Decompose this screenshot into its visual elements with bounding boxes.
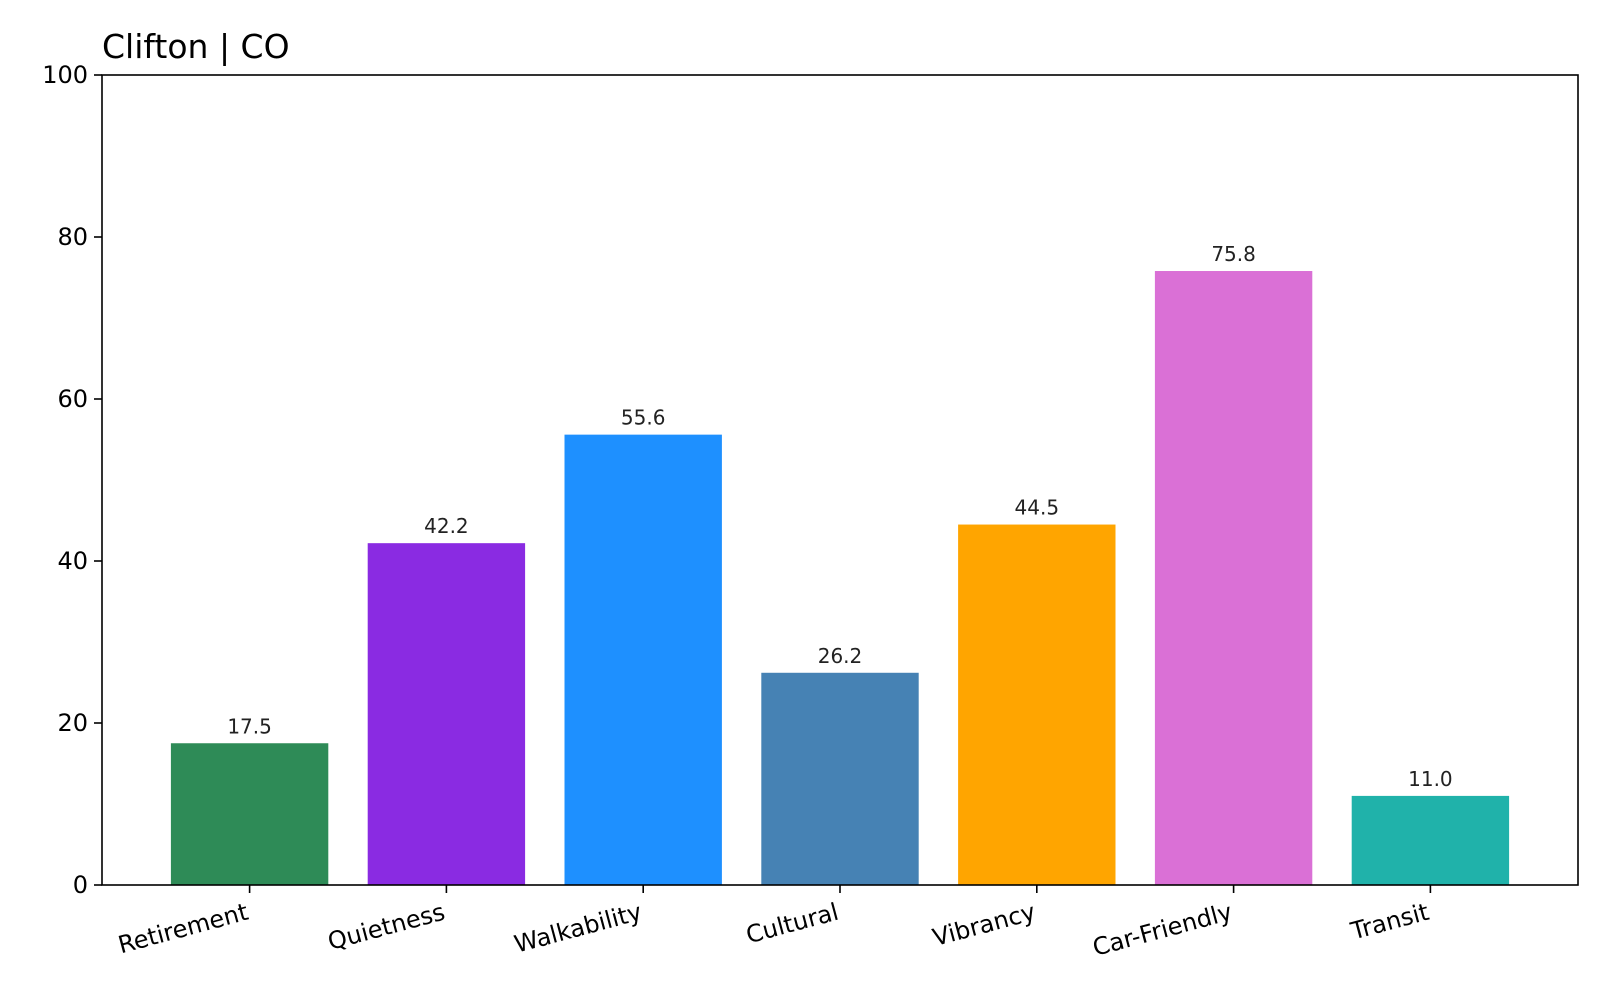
y-axis: 0 20 40 60 80 100	[42, 61, 102, 899]
bar-walkability	[564, 434, 722, 885]
bar-cultural	[761, 672, 919, 885]
y-tick-label: 20	[57, 709, 88, 737]
bar-value-label: 26.2	[818, 644, 863, 668]
bars: 17.5 42.2 55.6 26.2 44.5 75.8 11.0	[170, 242, 1510, 885]
x-tick-label: Cultural	[743, 898, 842, 950]
bar-retirement	[170, 743, 329, 885]
bar-value-label: 44.5	[1015, 496, 1060, 520]
y-tick-label: 60	[57, 385, 88, 413]
bar-transit	[1351, 795, 1510, 885]
x-axis: Retirement Quietness Walkability Cultural Vi…	[115, 885, 1432, 962]
chart-title: Clifton | CO	[102, 27, 290, 66]
x-tick-label: Quietness	[325, 898, 448, 956]
y-tick-label: 80	[57, 223, 88, 251]
x-tick-label: Vibrancy	[930, 898, 1039, 952]
y-tick-label: 0	[73, 871, 88, 899]
bar-vibrancy	[958, 524, 1116, 885]
x-tick-label: Transit	[1347, 898, 1432, 946]
plot-frame	[101, 74, 1579, 886]
bar-value-label: 17.5	[227, 714, 272, 738]
bar-quietness	[367, 543, 526, 885]
bar-value-label: 55.6	[621, 406, 666, 430]
y-tick-label: 40	[57, 547, 88, 575]
x-tick-label: Retirement	[115, 898, 251, 960]
bar-value-label: 42.2	[424, 514, 469, 538]
bar-value-label: 11.0	[1408, 767, 1453, 791]
bar-car-friendly	[1154, 271, 1313, 885]
y-tick-label: 100	[42, 61, 88, 89]
x-tick-label: Car-Friendly	[1090, 898, 1236, 962]
x-tick-label: Walkability	[511, 898, 644, 959]
bar-value-label: 75.8	[1211, 242, 1256, 266]
